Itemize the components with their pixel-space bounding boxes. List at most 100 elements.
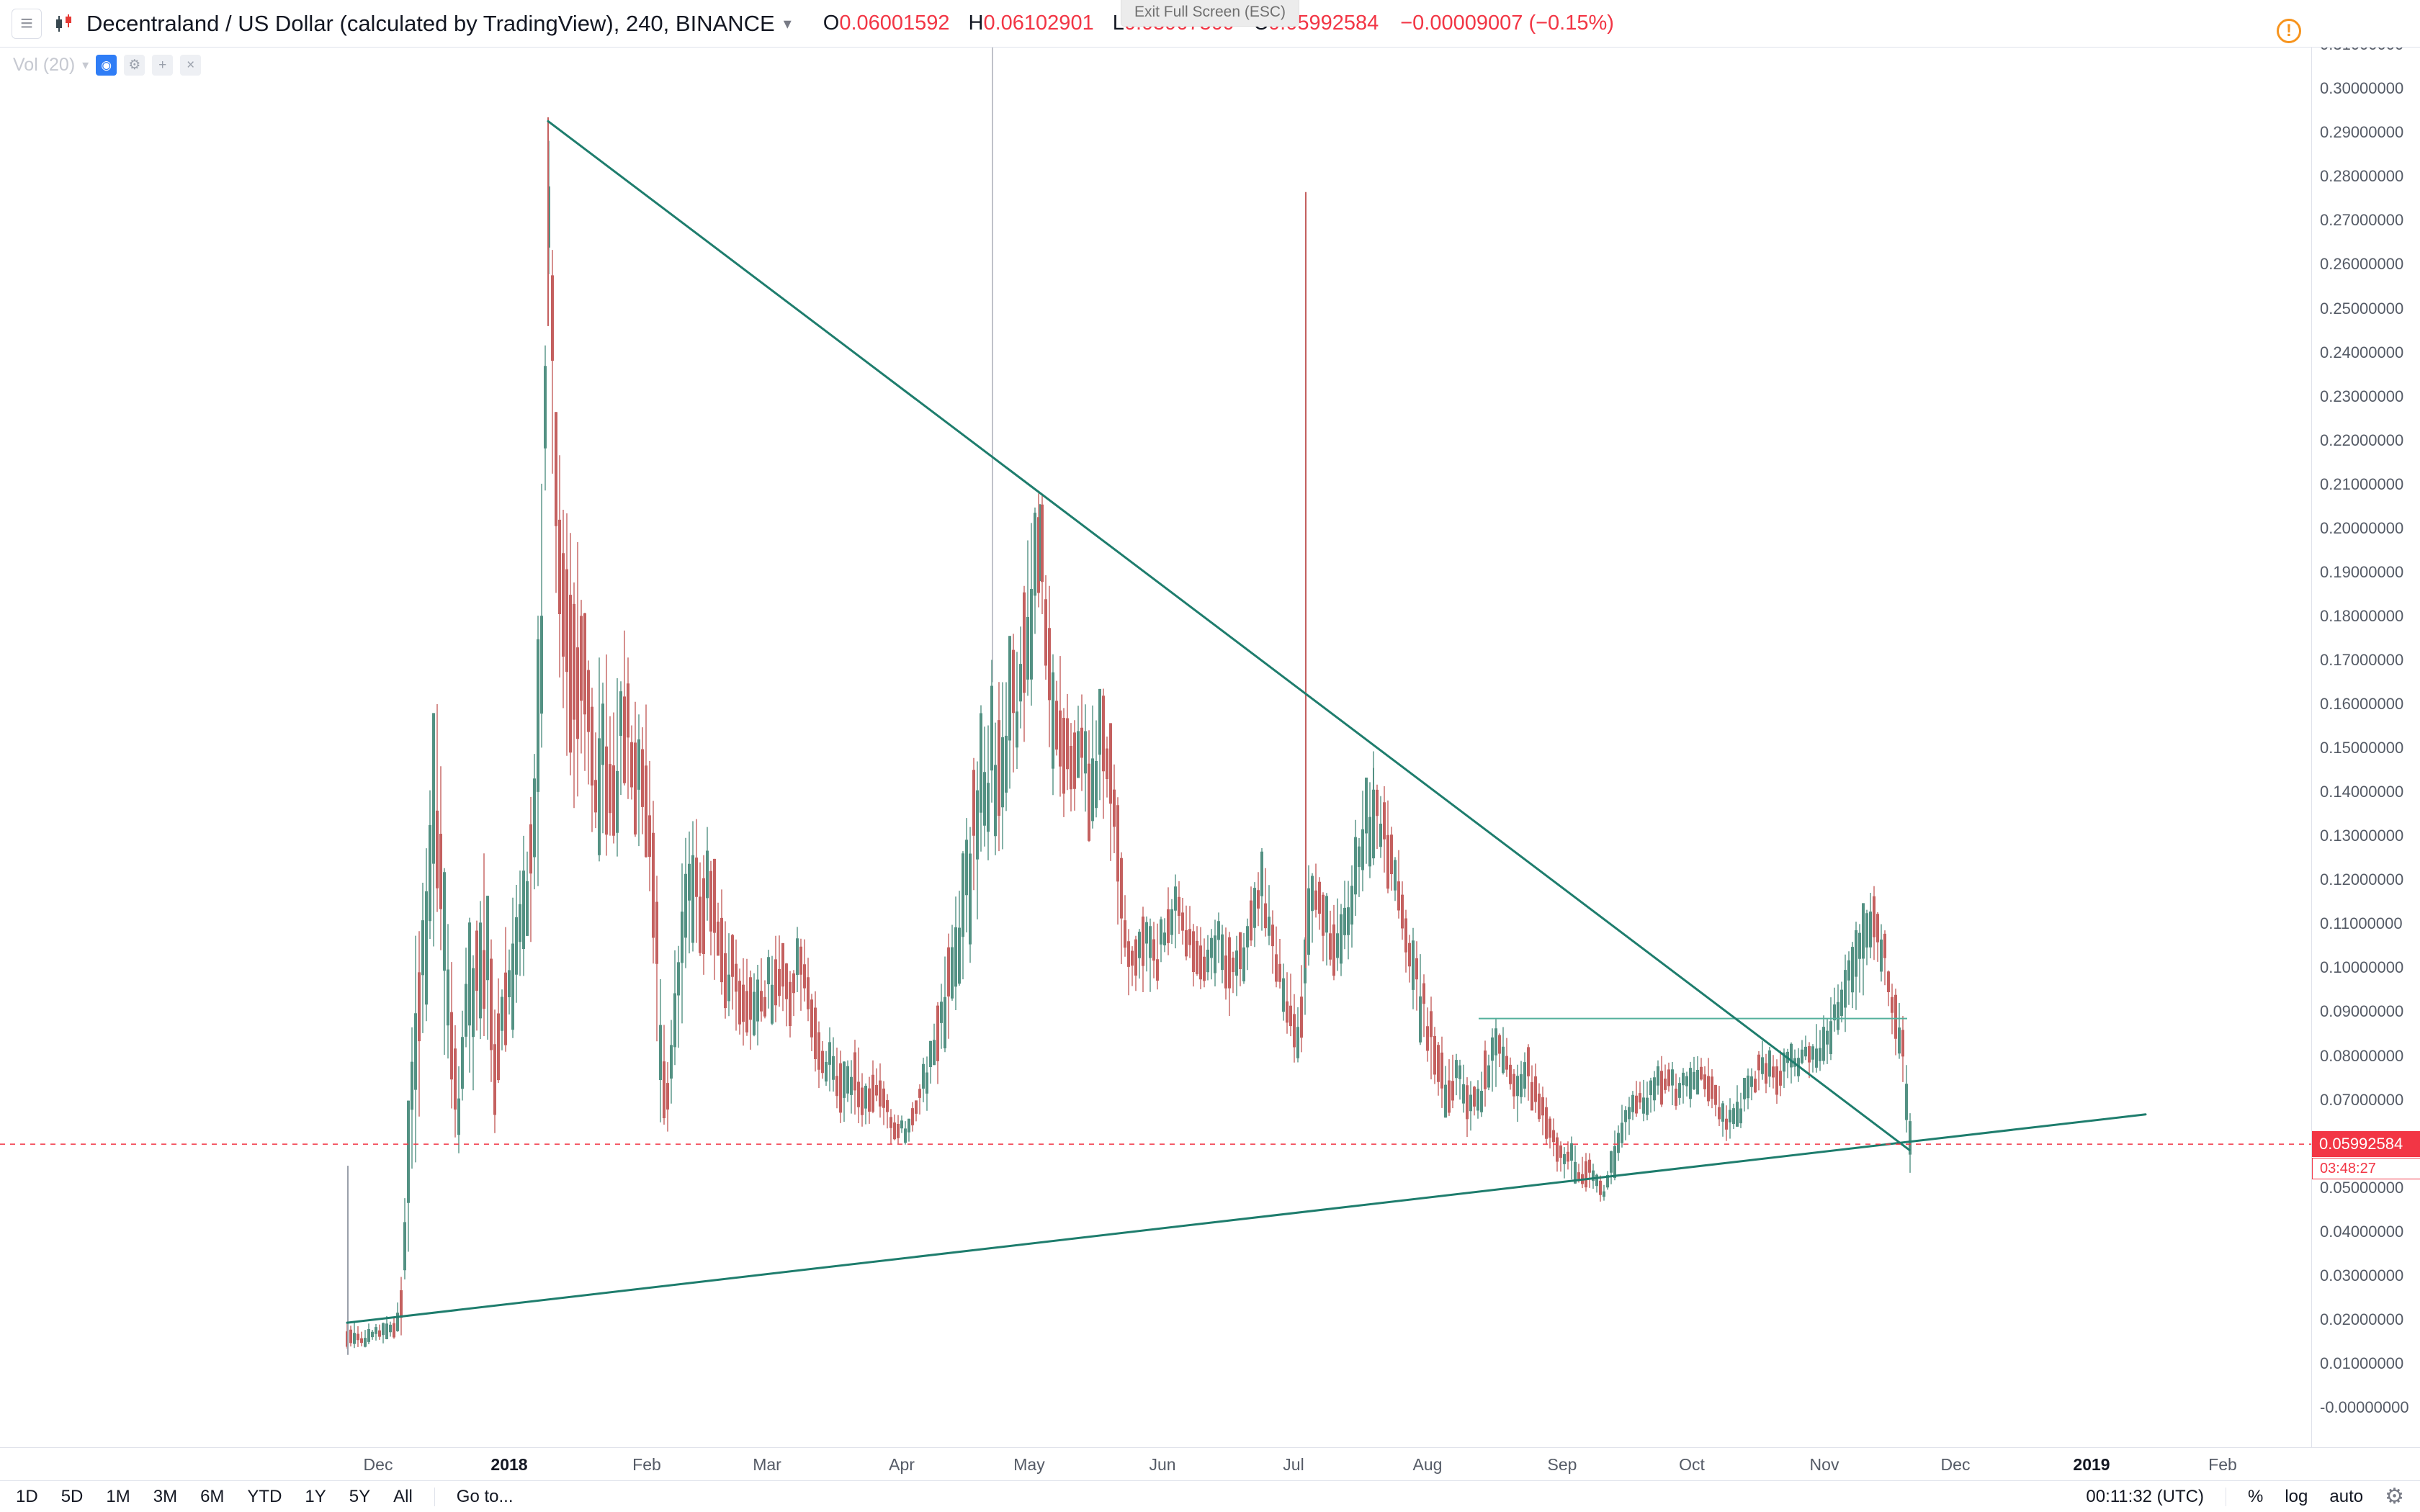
price-axis-label: 0.20000000 (2320, 518, 2404, 537)
range-button-1m[interactable]: 1M (106, 1486, 130, 1506)
percent-scale-button[interactable]: % (2248, 1486, 2264, 1506)
time-axis-month-label: Oct (1679, 1455, 1705, 1474)
price-axis-label: -0.00000000 (2320, 1398, 2409, 1416)
time-axis-month-label: Jul (1283, 1455, 1304, 1474)
chart-series-icon (56, 14, 71, 32)
burger-icon: ≡ (20, 11, 33, 35)
range-button-5d[interactable]: 5D (60, 1486, 84, 1506)
price-axis-label: 0.14000000 (2320, 783, 2404, 801)
chart-plot[interactable] (0, 48, 2311, 1447)
countdown-value: 03:48:27 (2320, 1160, 2376, 1176)
high-value: 0.06102901 (983, 12, 1094, 35)
price-axis-label: 0.04000000 (2320, 1222, 2404, 1241)
time-axis-month-label: Dec (363, 1455, 393, 1474)
warning-exclamation: ! (2286, 21, 2292, 40)
goto-button[interactable]: Go to... (456, 1486, 514, 1506)
time-axis-year-label: 2019 (2073, 1455, 2110, 1474)
price-axis-label: 0.17000000 (2320, 650, 2404, 669)
time-axis-month-label: May (1013, 1455, 1045, 1474)
last-price-tag: 0.05992584 (2312, 1131, 2420, 1158)
price-axis-label: 0.07000000 (2320, 1090, 2404, 1109)
candles-down-wicks[interactable] (346, 250, 1904, 1349)
indicator-chevron-down-icon[interactable]: ▾ (82, 58, 89, 72)
bar-countdown: 03:48:27 (2312, 1158, 2420, 1180)
price-axis-label: 0.08000000 (2320, 1046, 2404, 1065)
price-axis-label: 0.25000000 (2320, 299, 2404, 318)
price-axis-label: 0.28000000 (2320, 167, 2404, 186)
candlestick-chart[interactable] (0, 48, 2311, 1447)
time-axis-year-label: 2018 (490, 1455, 528, 1474)
close-glyph: × (187, 57, 195, 73)
candles-up-wicks[interactable] (354, 140, 1911, 1349)
toolbar-divider (434, 1487, 435, 1506)
bottom-toolbar: 1D 5D 1M 3M 6M YTD 1Y 5Y All Go to... 00:11:32 (… (0, 1480, 2420, 1512)
indicator-legend: Vol (20) ▾ ◉ ⚙ + × (13, 55, 202, 76)
range-button-1d[interactable]: 1D (16, 1486, 38, 1506)
price-axis-label: 0.26000000 (2320, 255, 2404, 274)
price-axis-label: 0.30000000 (2320, 79, 2404, 98)
range-button-all[interactable]: All (393, 1486, 413, 1506)
price-axis-label: 0.23000000 (2320, 387, 2404, 405)
range-buttons: 1D 5D 1M 3M 6M YTD 1Y 5Y All (16, 1487, 413, 1507)
price-axis-label: 0.24000000 (2320, 343, 2404, 361)
open-value: 0.06001592 (839, 12, 950, 35)
price-axis-label: 0.12000000 (2320, 870, 2404, 889)
eye-glyph: ◉ (101, 58, 112, 72)
time-axis[interactable]: Dec 2018 Feb Mar Apr May Jun Jul Aug Sep Oct Nov Dec… (0, 1447, 2420, 1481)
indicator-label[interactable]: Vol (20) (13, 55, 76, 75)
price-axis-label: 0.21000000 (2320, 474, 2404, 493)
time-axis-month-label: Aug (1412, 1455, 1443, 1474)
price-axis[interactable]: 0.05992584 03:48:27 0.310000000.30000000… (2311, 35, 2420, 1447)
price-axis-label: 0.16000000 (2320, 695, 2404, 714)
settings-gear-icon[interactable]: ⚙ (2385, 1484, 2404, 1508)
price-axis-label: 0.09000000 (2320, 1002, 2404, 1021)
candles-up-bodies[interactable] (353, 186, 1912, 1347)
symbol-title[interactable]: Decentraland / US Dollar (calculated by … (86, 10, 775, 36)
price-axis-label: 0.05000000 (2320, 1178, 2404, 1197)
price-axis-label: 0.10000000 (2320, 958, 2404, 977)
layout-menu-button[interactable]: ≡ (12, 8, 42, 39)
time-axis-month-label: Sep (1547, 1455, 1577, 1474)
indicator-close-icon[interactable]: × (180, 55, 202, 76)
high-label: H (968, 12, 984, 35)
gear-glyph: ⚙ (128, 58, 141, 73)
indicator-settings-icon[interactable]: ⚙ (124, 55, 145, 76)
range-button-5y[interactable]: 5Y (349, 1486, 371, 1506)
time-axis-month-label: Jun (1149, 1455, 1176, 1474)
price-axis-label: 0.13000000 (2320, 827, 2404, 845)
data-warning-icon[interactable]: ! (2277, 19, 2301, 43)
log-scale-button[interactable]: log (2285, 1486, 2308, 1506)
symbol-chevron-down-icon[interactable]: ▾ (783, 14, 792, 32)
indicator-add-icon[interactable]: + (152, 55, 174, 76)
time-axis-month-label: Mar (753, 1455, 781, 1474)
auto-scale-button[interactable]: auto (2329, 1486, 2364, 1506)
price-axis-label: 0.01000000 (2320, 1354, 2404, 1372)
time-axis-month-label: Dec (1940, 1455, 1971, 1474)
open-label: O (823, 12, 840, 35)
time-axis-month-label: Feb (632, 1455, 661, 1474)
time-axis-month-label: Feb (2208, 1455, 2237, 1474)
descending-trendline-drawing[interactable] (547, 120, 1911, 1151)
last-price-value: 0.05992584 (2319, 1135, 2403, 1153)
price-axis-label: 0.15000000 (2320, 739, 2404, 757)
range-button-1y[interactable]: 1Y (305, 1486, 326, 1506)
plus-glyph: + (158, 57, 167, 73)
indicator-eye-icon[interactable]: ◉ (96, 55, 117, 76)
exit-fullscreen-tooltip: Exit Full Screen (ESC) (1120, 0, 1300, 27)
price-axis-label: 0.29000000 (2320, 123, 2404, 142)
ascending-trendline-drawing[interactable] (346, 1113, 2147, 1324)
price-axis-label: 0.22000000 (2320, 431, 2404, 449)
price-axis-label: 0.02000000 (2320, 1310, 2404, 1328)
candles-down-bodies[interactable] (346, 275, 1904, 1347)
price-axis-label: 0.27000000 (2320, 211, 2404, 230)
change-value: −0.00009007 (−0.15%) (1400, 12, 1614, 35)
range-button-ytd[interactable]: YTD (247, 1486, 282, 1506)
range-button-6m[interactable]: 6M (200, 1486, 225, 1506)
range-button-3m[interactable]: 3M (153, 1486, 178, 1506)
price-axis-label: 0.03000000 (2320, 1266, 2404, 1284)
clock[interactable]: 00:11:32 (UTC) (2086, 1486, 2204, 1506)
time-axis-month-label: Apr (889, 1455, 915, 1474)
price-axis-label: 0.19000000 (2320, 562, 2404, 581)
time-axis-month-label: Nov (1809, 1455, 1839, 1474)
